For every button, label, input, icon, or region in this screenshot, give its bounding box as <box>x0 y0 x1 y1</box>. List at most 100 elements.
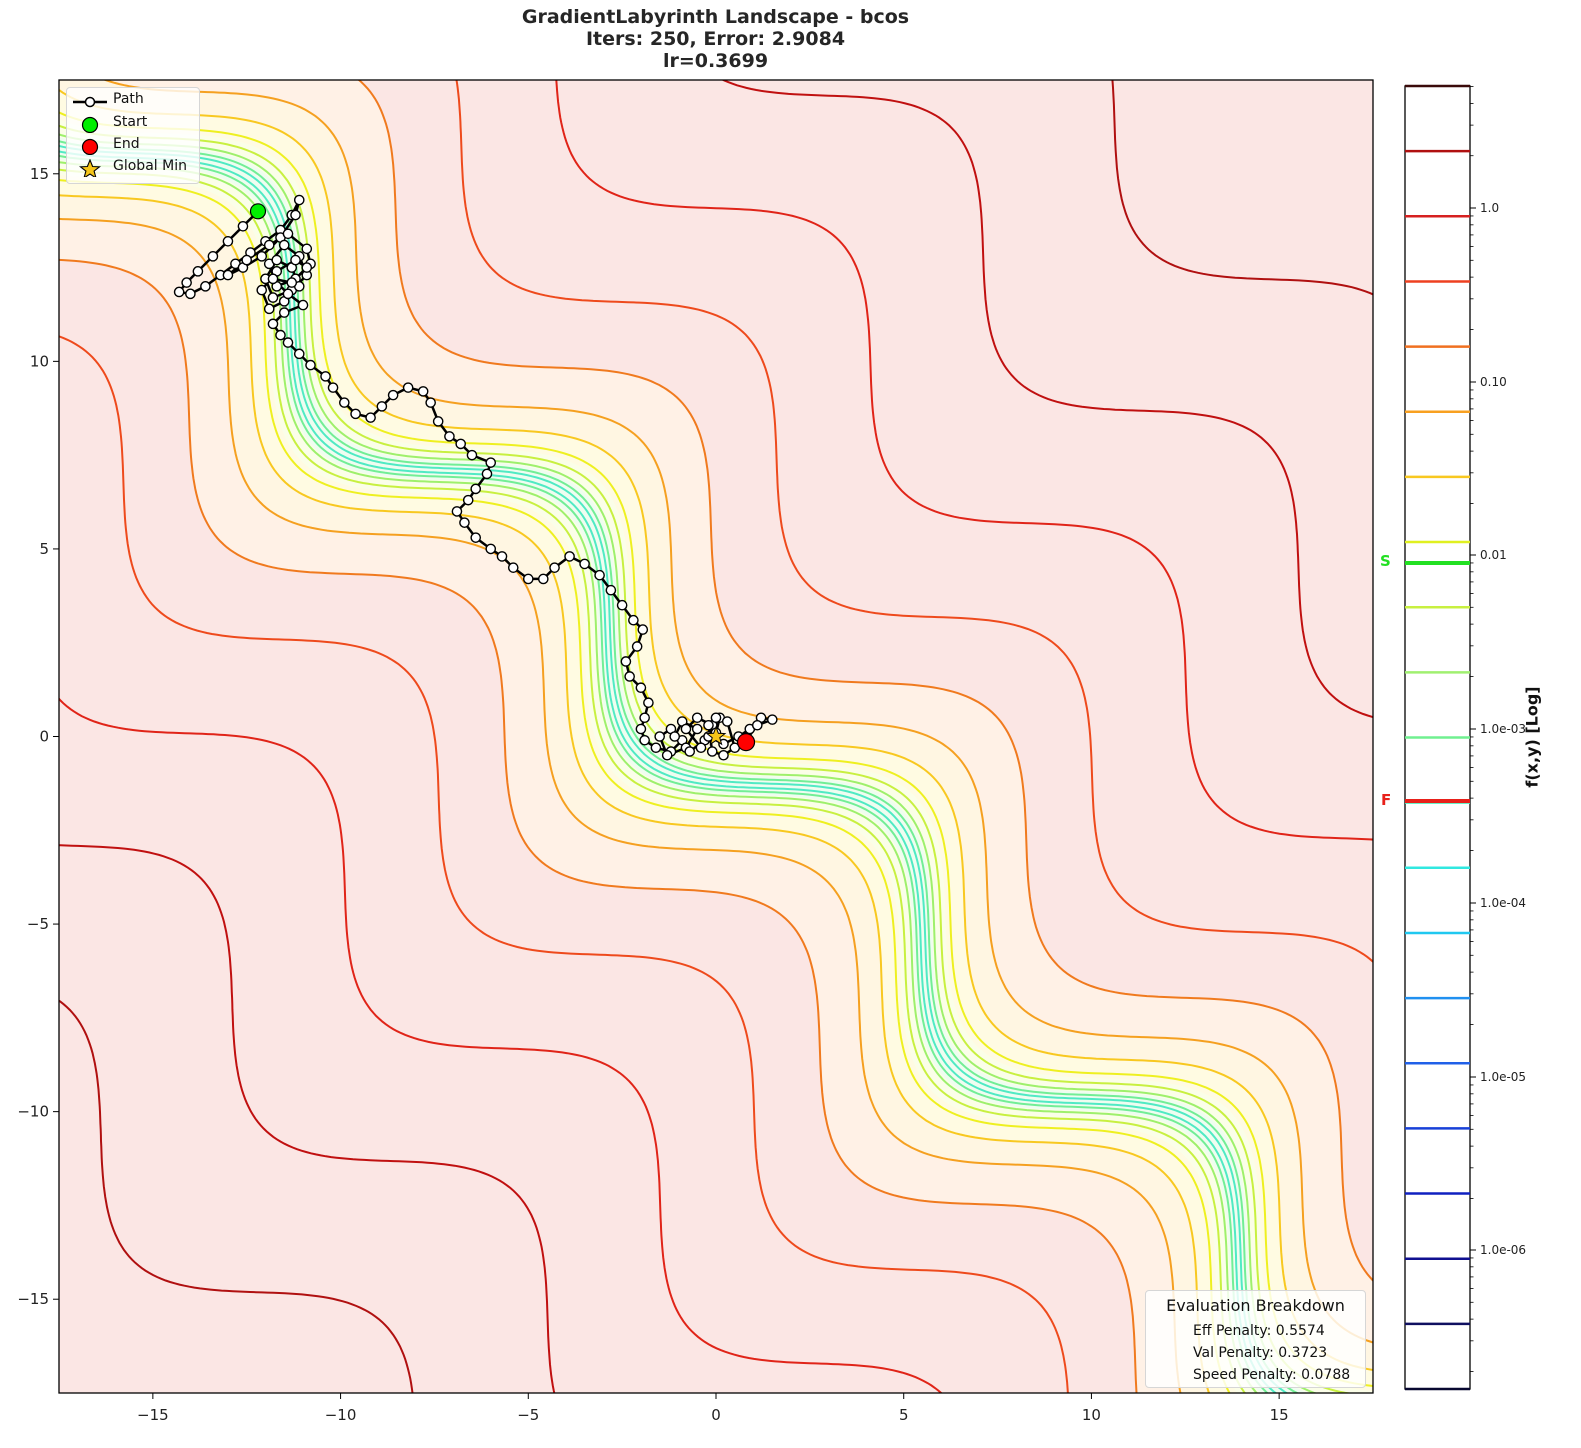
path-point <box>654 731 665 742</box>
path-point <box>706 746 718 757</box>
val-penalty: Val Penalty: 0.3723 <box>1193 1345 1328 1361</box>
x-tick-label: 10 <box>1082 1406 1101 1424</box>
path-point <box>549 562 560 573</box>
path-point <box>432 416 444 427</box>
legend-label: Global Min <box>113 158 187 174</box>
path-point <box>721 716 733 727</box>
path-point <box>643 697 654 709</box>
colorbar-tick-label: 1.0e-06 <box>1480 1243 1526 1257</box>
path-point <box>485 457 497 468</box>
path-point <box>444 431 455 442</box>
path-point <box>327 382 339 393</box>
colorbar-tick-label: 1.0 <box>1480 201 1499 215</box>
x-tick-label: −15 <box>137 1406 169 1424</box>
colorbar-tick-label: 1.0e-04 <box>1480 896 1526 910</box>
path-point <box>278 307 290 318</box>
path-point <box>680 723 692 735</box>
path-point <box>639 712 650 724</box>
y-tick-label: 0 <box>39 728 49 746</box>
path-point <box>616 599 628 611</box>
path-point <box>278 239 290 251</box>
path-point <box>263 239 275 251</box>
legend-label: Start <box>113 114 148 130</box>
path-point <box>402 382 414 393</box>
path-point <box>293 348 305 360</box>
y-tick-label: 10 <box>30 352 49 370</box>
path-point <box>507 562 519 573</box>
colorbar-title: f(x,y) [Log] <box>1522 686 1542 788</box>
path-point <box>695 742 707 754</box>
y-tick-label: −5 <box>27 915 49 933</box>
x-tick-label: 15 <box>1270 1406 1289 1424</box>
title-line-2: Iters: 250, Error: 2.9084 <box>585 28 846 50</box>
path-point <box>293 194 305 206</box>
colorbar-tick-label: 0.10 <box>1480 375 1507 389</box>
end-marker-icon <box>81 138 99 155</box>
path-point <box>639 734 650 746</box>
path-point <box>635 682 647 694</box>
path-point <box>751 719 763 731</box>
path-point <box>282 288 294 300</box>
title-line-3: lr=0.3699 <box>662 50 769 72</box>
path-point <box>459 517 470 528</box>
path-point <box>339 397 350 408</box>
path-point <box>417 386 429 397</box>
path-point <box>496 551 508 562</box>
colorbar-tick-label: 0.01 <box>1480 548 1507 562</box>
colorbar-tick-label: 1.0e-03 <box>1480 722 1526 736</box>
start-marker-icon <box>81 116 99 133</box>
y-tick-label: 15 <box>30 165 49 183</box>
x-tick-label: 0 <box>711 1406 721 1424</box>
path-point <box>282 228 294 240</box>
path-point <box>628 614 639 626</box>
x-tick-label: 5 <box>899 1406 909 1424</box>
path-point <box>290 254 301 266</box>
path-point <box>564 551 575 562</box>
x-axis-ticks: −15 −10 −5 0 5 10 15 <box>137 1393 1289 1424</box>
path-point <box>222 269 234 281</box>
path-point <box>481 468 493 480</box>
colorbar-marker-s: S <box>1380 552 1391 570</box>
path-point <box>538 573 549 585</box>
path-point <box>620 656 632 667</box>
path-point <box>485 543 497 555</box>
evaluation-breakdown-box: Evaluation Breakdown Eff Penalty: 0.5574… <box>1145 1290 1366 1388</box>
legend-label: End <box>113 136 140 152</box>
path-point <box>650 742 662 754</box>
path-point <box>275 329 286 341</box>
path-point <box>691 723 703 735</box>
path-point <box>301 243 313 255</box>
path-point <box>305 359 316 371</box>
x-tick-label: −5 <box>517 1406 539 1424</box>
legend-item-global-min: Global Min <box>67 157 199 179</box>
path-point <box>631 641 643 652</box>
path-point <box>350 408 361 420</box>
path-point <box>237 221 249 232</box>
path-point <box>635 723 647 735</box>
path-point <box>200 281 211 292</box>
path-point <box>222 236 234 247</box>
path-point <box>594 569 605 581</box>
speed-penalty: Speed Penalty: 0.0788 <box>1193 1367 1351 1383</box>
path-point <box>267 273 279 285</box>
path-point <box>290 209 301 221</box>
evaluation-header: Evaluation Breakdown <box>1166 1296 1345 1315</box>
